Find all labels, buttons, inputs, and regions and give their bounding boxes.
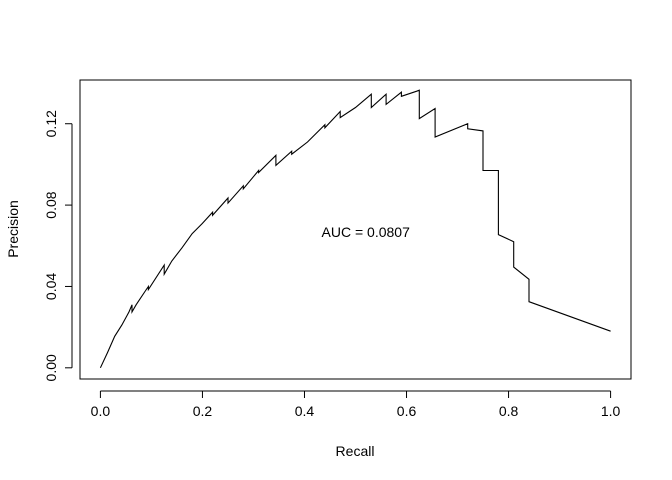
x-tick-label: 0.0 — [91, 403, 111, 419]
x-axis: 0.0 0.2 0.4 0.6 0.8 1.0 — [91, 390, 621, 419]
x-tick-label: 0.4 — [295, 403, 315, 419]
y-tick-label: 0.00 — [43, 354, 59, 381]
y-tick-label: 0.08 — [43, 191, 59, 218]
y-axis-title: Precision — [5, 200, 21, 258]
auc-annotation: AUC = 0.0807 — [322, 224, 411, 240]
y-tick-label: 0.12 — [43, 110, 59, 137]
y-axis: 0.00 0.04 0.08 0.12 — [43, 110, 73, 381]
x-tick-label: 1.0 — [601, 403, 621, 419]
y-tick-label: 0.04 — [43, 273, 59, 300]
x-tick-label: 0.6 — [397, 403, 417, 419]
plot-frame — [79, 79, 632, 380]
precision-recall-curve — [99, 89, 611, 369]
x-axis-title: Recall — [336, 443, 375, 459]
x-tick-label: 0.2 — [193, 403, 213, 419]
x-tick-label: 0.8 — [499, 403, 519, 419]
